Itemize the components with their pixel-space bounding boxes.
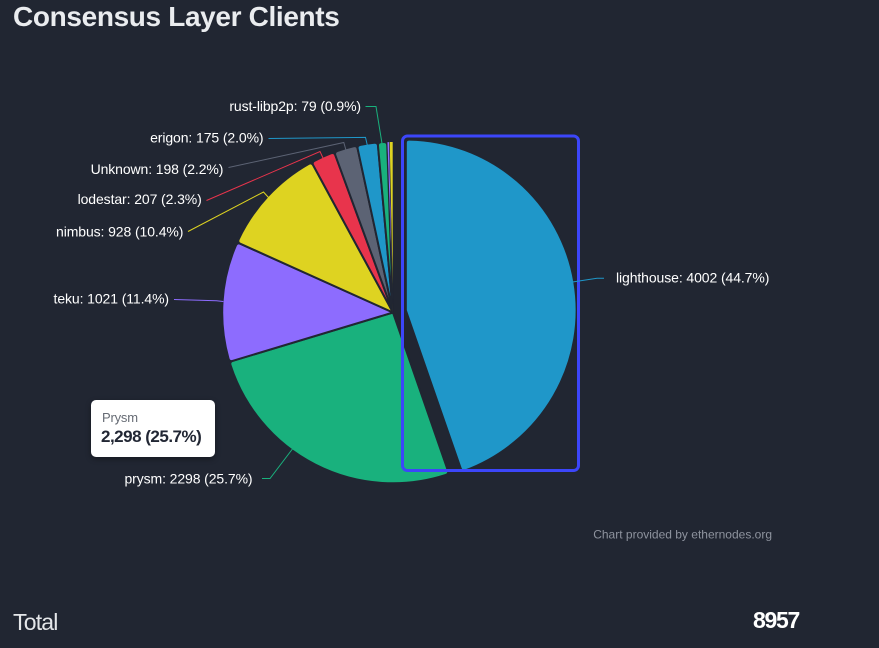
- svg-text:prysm: 2298 (25.7%): prysm: 2298 (25.7%): [124, 470, 252, 486]
- svg-text:erigon: 175 (2.0%): erigon: 175 (2.0%): [150, 129, 263, 145]
- svg-text:Chart provided by ethernodes.o: Chart provided by ethernodes.org: [593, 528, 772, 542]
- svg-text:Unknown: 198 (2.2%): Unknown: 198 (2.2%): [91, 161, 224, 177]
- svg-text:lodestar: 207 (2.3%): lodestar: 207 (2.3%): [78, 191, 202, 207]
- svg-text:teku: 1021 (11.4%): teku: 1021 (11.4%): [54, 291, 169, 307]
- svg-text:nimbus: 928 (10.4%): nimbus: 928 (10.4%): [56, 224, 183, 240]
- svg-text:lighthouse: 4002 (44.7%): lighthouse: 4002 (44.7%): [616, 269, 769, 285]
- svg-text:rust-libp2p: 79 (0.9%): rust-libp2p: 79 (0.9%): [229, 98, 361, 114]
